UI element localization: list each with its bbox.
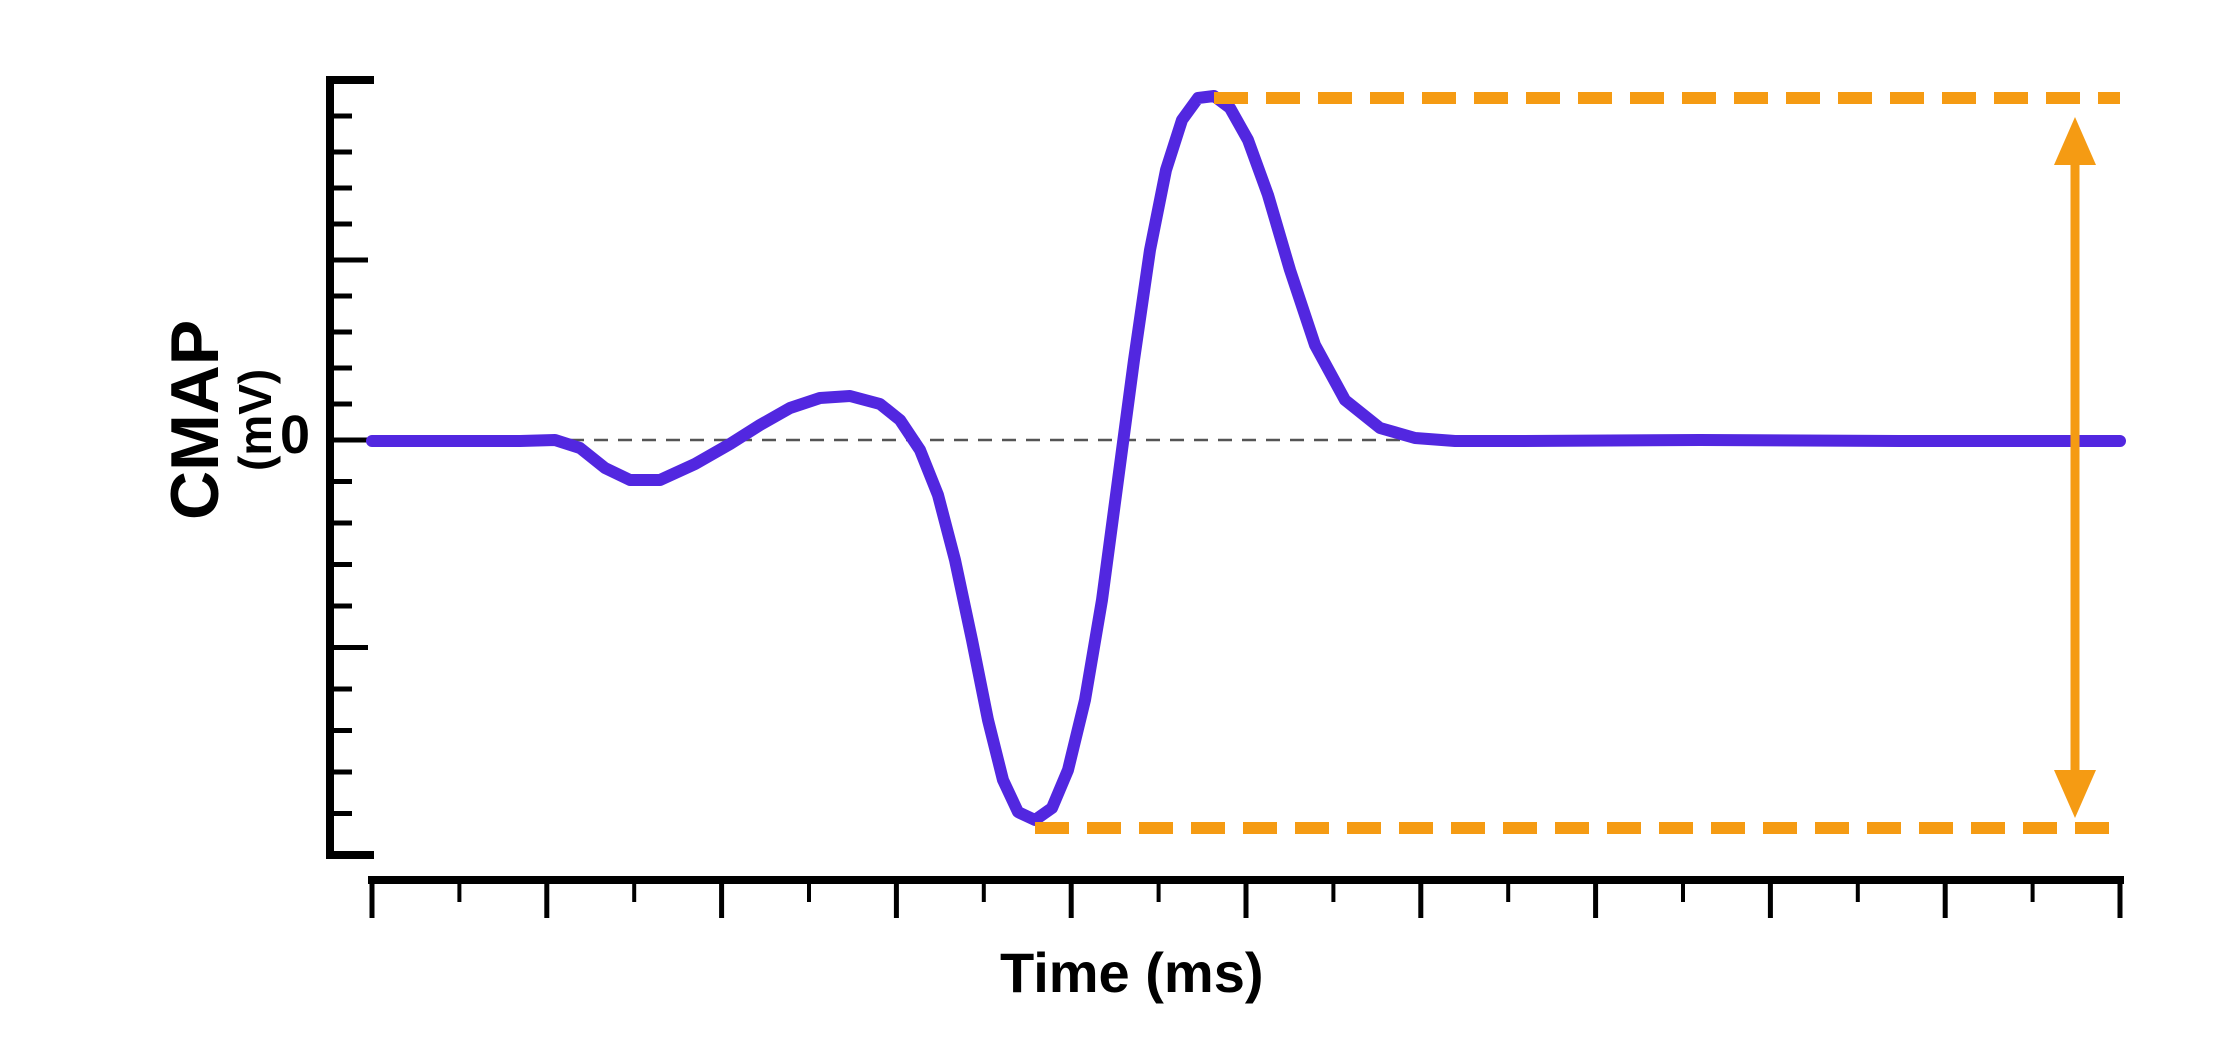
x-axis-label: Time (ms) xyxy=(1000,940,1263,1005)
chart-svg xyxy=(0,0,2217,1061)
cmap-chart: CMAP (mV) 0 Time (ms) xyxy=(0,0,2217,1061)
y-zero-label: 0 xyxy=(240,404,310,466)
y-axis-label-main: CMAP xyxy=(157,320,233,520)
